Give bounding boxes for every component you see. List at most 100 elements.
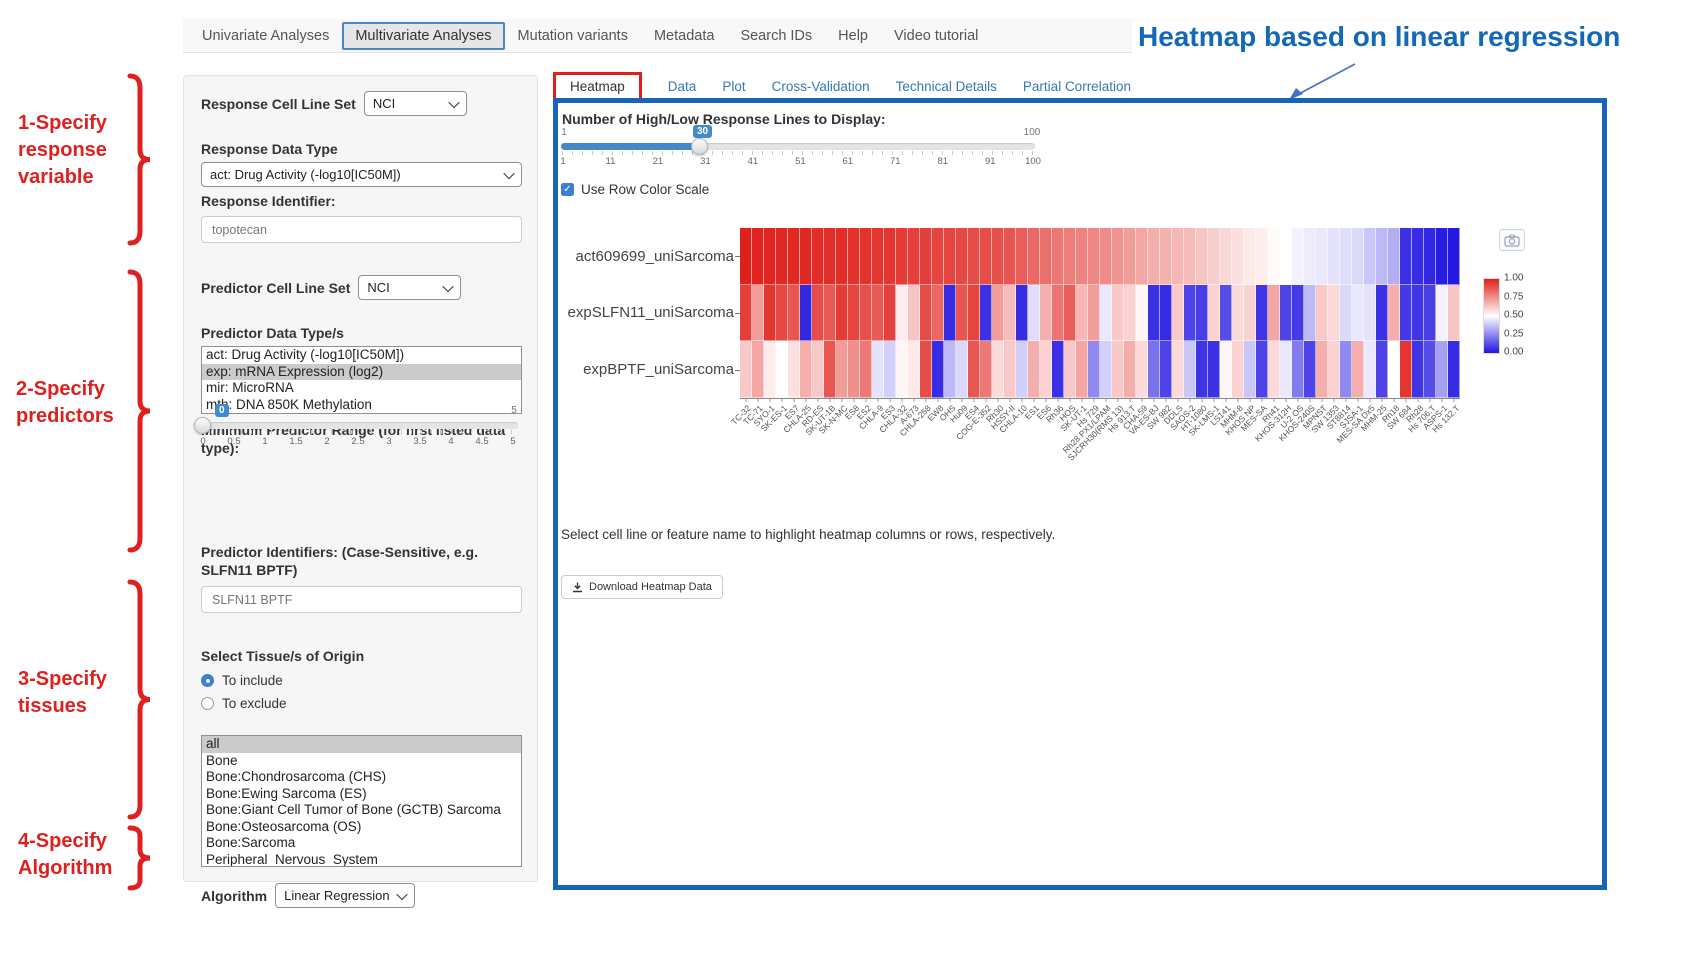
heatmap-cell[interactable] bbox=[1400, 341, 1412, 398]
heatmap-cell[interactable] bbox=[1364, 341, 1376, 398]
heatmap-cell[interactable] bbox=[1280, 228, 1292, 285]
heatmap-cell[interactable] bbox=[1364, 228, 1376, 285]
heatmap-cell[interactable] bbox=[764, 284, 776, 342]
nav-item[interactable]: Multivariate Analyses bbox=[342, 21, 505, 50]
heatmap-cell[interactable] bbox=[1124, 284, 1136, 342]
heatmap-cell[interactable] bbox=[1148, 341, 1160, 398]
heatmap-cell[interactable] bbox=[992, 341, 1004, 398]
heatmap-cell[interactable] bbox=[1160, 228, 1172, 285]
heatmap-cell[interactable] bbox=[1220, 228, 1232, 285]
heatmap-cell[interactable] bbox=[848, 284, 860, 342]
range-slider-handle[interactable] bbox=[194, 417, 211, 434]
list-option[interactable]: Peripheral_Nervous_System bbox=[206, 851, 378, 867]
heatmap-cell[interactable] bbox=[836, 341, 848, 398]
list-option[interactable]: Bone:Chondrosarcoma (CHS) bbox=[206, 769, 387, 784]
heatmap-cell[interactable] bbox=[1292, 284, 1304, 342]
heatmap-cell[interactable] bbox=[1280, 284, 1292, 342]
heatmap-cell[interactable] bbox=[944, 228, 956, 285]
predictor-data-type-list[interactable]: act: Drug Activity (-log10[IC50M]) exp: m… bbox=[201, 346, 522, 414]
heatmap-cell[interactable] bbox=[956, 284, 968, 342]
heatmap-cell[interactable] bbox=[1064, 228, 1076, 285]
heatmap-cell[interactable] bbox=[1400, 228, 1412, 285]
algorithm-select[interactable]: Linear Regression bbox=[275, 883, 416, 908]
heatmap-cell[interactable] bbox=[1316, 341, 1328, 398]
heatmap-cell[interactable] bbox=[1052, 284, 1064, 342]
heatmap-cell[interactable] bbox=[788, 284, 800, 342]
heatmap-cell[interactable] bbox=[1076, 341, 1088, 398]
heatmap-cell[interactable] bbox=[1160, 341, 1172, 398]
heatmap-cell[interactable] bbox=[1028, 228, 1040, 285]
heatmap-cell[interactable] bbox=[1304, 284, 1316, 342]
heatmap-cell[interactable] bbox=[752, 228, 764, 285]
list-option[interactable]: mth: DNA 850K Methylation bbox=[206, 396, 372, 412]
heatmap-cell[interactable] bbox=[848, 228, 860, 285]
response-identifier-input[interactable]: topotecan bbox=[201, 216, 522, 243]
heatmap-cell[interactable] bbox=[1052, 341, 1064, 398]
predictor-identifiers-input[interactable]: SLFN11 BPTF bbox=[201, 586, 522, 613]
heatmap-cell[interactable] bbox=[1436, 284, 1448, 342]
heatmap-cell[interactable] bbox=[1316, 228, 1328, 285]
heatmap-cell[interactable] bbox=[1436, 228, 1448, 285]
heatmap-cell[interactable] bbox=[980, 228, 992, 285]
camera-icon[interactable] bbox=[1499, 229, 1525, 251]
heatmap-cell[interactable] bbox=[860, 341, 872, 398]
heatmap-cell[interactable] bbox=[1040, 341, 1052, 398]
heatmap-cell[interactable] bbox=[1316, 284, 1328, 342]
tissue-exclude-radio[interactable]: To exclude bbox=[201, 696, 520, 711]
heatmap-cell[interactable] bbox=[1424, 341, 1436, 398]
heatmap-cell[interactable] bbox=[1412, 284, 1424, 342]
heatmap-cell[interactable] bbox=[920, 341, 932, 398]
heatmap-cell[interactable] bbox=[968, 284, 980, 342]
heatmap-cell[interactable] bbox=[1196, 284, 1208, 342]
list-option[interactable]: exp: mRNA Expression (log2) bbox=[202, 363, 521, 380]
heatmap-cell[interactable] bbox=[980, 284, 992, 342]
list-option[interactable]: Bone:Giant Cell Tumor of Bone (GCTB) Sar… bbox=[206, 802, 501, 817]
heatmap-cell[interactable] bbox=[1184, 284, 1196, 342]
heatmap-cell[interactable] bbox=[776, 228, 788, 285]
heatmap-cell[interactable] bbox=[956, 341, 968, 398]
heatmap-cell[interactable] bbox=[1124, 341, 1136, 398]
heatmap-cell[interactable] bbox=[896, 284, 908, 342]
tab-plot[interactable]: Plot bbox=[722, 79, 746, 94]
heatmap-cell[interactable] bbox=[740, 341, 752, 398]
heatmap-cell[interactable] bbox=[1040, 284, 1052, 342]
tab-partial-correlation[interactable]: Partial Correlation bbox=[1022, 79, 1131, 94]
heatmap-cell[interactable] bbox=[1376, 341, 1388, 398]
heatmap-cell[interactable] bbox=[980, 341, 992, 398]
heatmap-cell[interactable] bbox=[1328, 284, 1340, 342]
heatmap-cell[interactable] bbox=[1220, 341, 1232, 398]
heatmap-cell[interactable] bbox=[920, 284, 932, 342]
heatmap-cell[interactable] bbox=[1412, 228, 1424, 285]
heatmap-cell[interactable] bbox=[776, 284, 788, 342]
heatmap-cell[interactable] bbox=[1388, 228, 1400, 285]
heatmap-cell[interactable] bbox=[1340, 284, 1352, 342]
heatmap-cell[interactable] bbox=[860, 228, 872, 285]
heatmap-cell[interactable] bbox=[932, 284, 944, 342]
heatmap-cell[interactable] bbox=[1208, 228, 1220, 285]
heatmap-cell[interactable] bbox=[836, 228, 848, 285]
heatmap-cell[interactable] bbox=[1352, 341, 1364, 398]
heatmap-cell[interactable] bbox=[1196, 341, 1208, 398]
heatmap-cell[interactable] bbox=[968, 228, 980, 285]
heatmap-cell[interactable] bbox=[764, 341, 776, 398]
nav-item[interactable]: Help bbox=[838, 27, 868, 44]
heatmap-cell[interactable] bbox=[1304, 341, 1316, 398]
tab-heatmap[interactable]: Heatmap bbox=[553, 72, 642, 101]
heatmap-cell[interactable] bbox=[1304, 228, 1316, 285]
heatmap-cell[interactable] bbox=[1448, 341, 1460, 398]
heatmap-cell[interactable] bbox=[1052, 228, 1064, 285]
heatmap-cell[interactable] bbox=[1388, 341, 1400, 398]
heatmap-cell[interactable] bbox=[1088, 228, 1100, 285]
heatmap-cell[interactable] bbox=[1160, 284, 1172, 342]
heatmap-cell[interactable] bbox=[1328, 341, 1340, 398]
heatmap-cell[interactable] bbox=[800, 341, 812, 398]
heatmap-cell[interactable] bbox=[1220, 284, 1232, 342]
heatmap-cell[interactable] bbox=[908, 284, 920, 342]
heatmap-cell[interactable] bbox=[872, 341, 884, 398]
list-option[interactable]: Bone:Sarcoma bbox=[206, 835, 296, 850]
heatmap-cell[interactable] bbox=[860, 284, 872, 342]
heatmap-cell[interactable] bbox=[884, 228, 896, 285]
heatmap-cell[interactable] bbox=[1292, 341, 1304, 398]
heatmap-cell[interactable] bbox=[1268, 284, 1280, 342]
heatmap-cell[interactable] bbox=[1256, 284, 1268, 342]
